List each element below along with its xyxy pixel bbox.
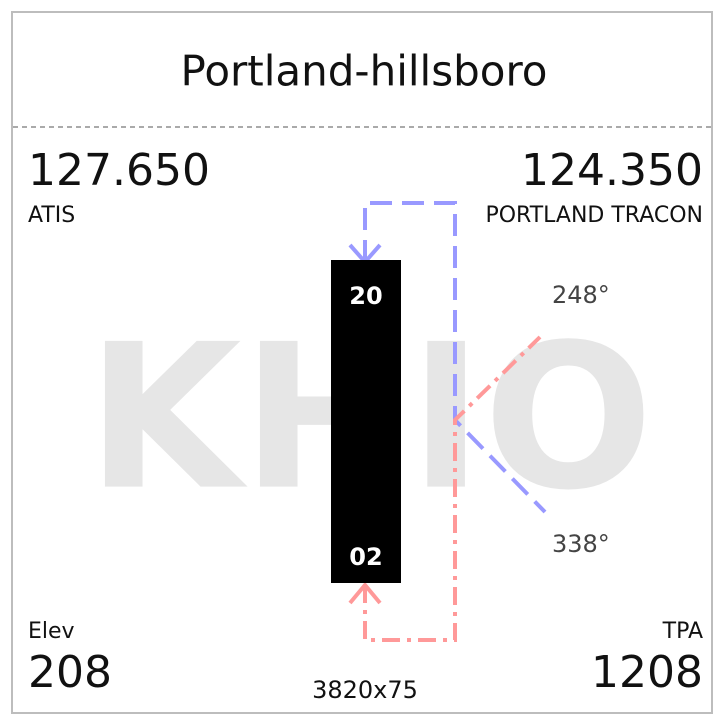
runway-end: 02 (349, 543, 382, 571)
arrow-red (348, 581, 382, 605)
heading-label: 338° (552, 530, 610, 558)
airport-title: Portland-hillsboro (180, 47, 547, 96)
atis-label: ATIS (28, 203, 75, 228)
approach-label: PORTLAND TRACON (485, 203, 703, 228)
tpa-label: TPA (662, 619, 703, 644)
approach-frequency: 124.350 (521, 145, 703, 196)
atis-frequency: 127.650 (28, 145, 210, 196)
elevation-value: 208 (28, 647, 112, 698)
tpa-value: 1208 (591, 647, 703, 698)
elevation-label: Elev (28, 619, 75, 644)
runway-dimensions: 3820x75 (312, 676, 418, 704)
heading-label: 248° (552, 281, 610, 309)
pattern-blue (363, 201, 547, 514)
runway-end: 20 (349, 282, 382, 310)
pattern-red (363, 335, 542, 642)
runway (331, 260, 401, 583)
